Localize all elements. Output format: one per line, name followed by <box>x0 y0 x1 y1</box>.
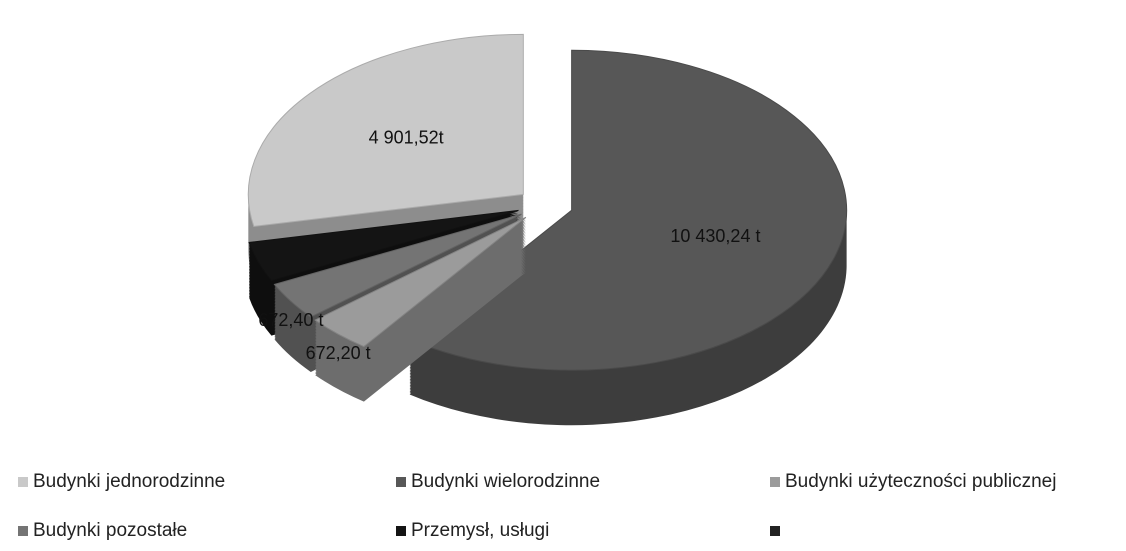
legend-swatch <box>396 477 406 487</box>
legend-label: Budynki użyteczności publicznej <box>785 471 1056 492</box>
legend-label: Budynki pozostałe <box>33 520 187 541</box>
slice <box>247 33 524 227</box>
legend-label: Budynki wielorodzinne <box>411 471 600 492</box>
legend-swatch <box>770 477 780 487</box>
data-label: 4 901,52t <box>369 127 444 147</box>
data-label: 672,20 t <box>306 343 371 363</box>
legend-swatch <box>770 526 780 536</box>
legend-swatch <box>18 477 28 487</box>
slice <box>314 216 527 348</box>
data-label: 10 430,24 t <box>670 226 760 246</box>
slice-side <box>315 218 526 402</box>
slice <box>273 213 522 318</box>
legend-swatch <box>18 526 28 536</box>
slice <box>248 209 519 282</box>
legend-label: Budynki jednorodzinne <box>33 471 225 492</box>
slice <box>408 49 848 371</box>
legend-label: Przemysł, usługi <box>411 520 549 541</box>
legend-swatch <box>396 526 406 536</box>
data-label: 672,40 t <box>258 310 323 330</box>
